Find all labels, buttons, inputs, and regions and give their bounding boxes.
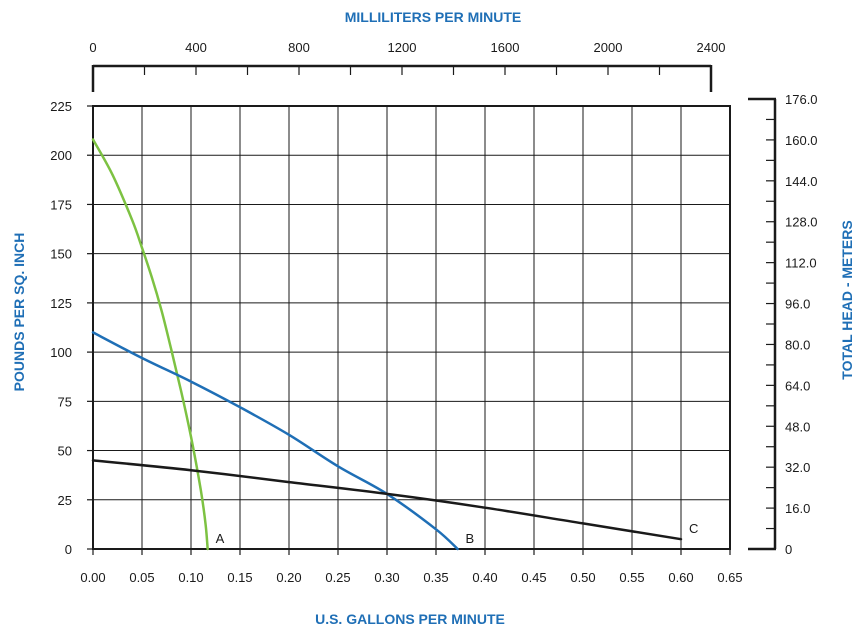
x-axis-title: U.S. GALLONS PER MINUTE [315,611,505,627]
top-secondary-axis: 0 400 800 1200 1600 2000 2400 [89,40,725,92]
y-tick-label: 75 [58,394,72,409]
series-label-a: A [216,531,225,546]
y-tick-label: 50 [58,444,72,459]
left-axis-ticks: 0 25 50 75 100 125 150 175 200 225 [50,99,93,557]
x-tick-label: 0.65 [717,570,742,585]
x-tick-label: 0.25 [325,570,350,585]
right-tick-label: 144.0 [785,174,818,189]
y-tick-label: 150 [50,247,72,262]
right-tick-label: 48.0 [785,419,810,434]
right-tick-label: 128.0 [785,215,818,230]
right-tick-label: 0 [785,542,792,557]
top-axis-title: MILLILITERS PER MINUTE [345,9,522,25]
x-tick-label: 0.55 [619,570,644,585]
x-tick-label: 0.35 [423,570,448,585]
y-tick-label: 200 [50,148,72,163]
right-tick-label: 32.0 [785,460,810,475]
y-tick-label: 225 [50,99,72,114]
y-axis-title: POUNDS PER SQ. INCH [11,233,27,392]
top-tick-label: 2000 [594,40,623,55]
top-tick-label: 800 [288,40,310,55]
x-tick-label: 0.40 [472,570,497,585]
right-tick-label: 64.0 [785,378,810,393]
x-tick-label: 0.30 [374,570,399,585]
x-tick-label: 0.00 [80,570,105,585]
x-tick-label: 0.50 [570,570,595,585]
x-tick-label: 0.20 [276,570,301,585]
right-secondary-axis: 0 16.0 32.0 48.0 64.0 80.0 96.0 112.0 128.0 144.0… [748,92,818,557]
y-tick-label: 100 [50,345,72,360]
top-tick-label: 400 [185,40,207,55]
x-tick-label: 0.10 [178,570,203,585]
top-tick-label: 0 [89,40,96,55]
grid-lines [92,105,731,550]
top-tick-label: 1200 [388,40,417,55]
right-tick-label: 112.0 [785,256,817,271]
series-line-b [91,331,459,551]
right-axis-title: TOTAL HEAD - METERS [839,220,855,379]
y-tick-label: 0 [65,542,72,557]
plot-area-frame [92,105,731,550]
x-tick-label: 0.45 [521,570,546,585]
right-tick-label: 96.0 [785,297,810,312]
right-tick-label: 80.0 [785,337,810,352]
right-tick-label: 16.0 [785,501,810,516]
right-tick-label: 160.0 [785,133,818,148]
x-tick-label: 0.15 [227,570,252,585]
x-tick-label: 0.60 [668,570,693,585]
series-label-b: B [466,531,475,546]
right-tick-label: 176.0 [785,92,818,107]
x-tick-label: 0.05 [129,570,154,585]
series-label-c: C [689,521,698,536]
y-tick-label: 175 [50,197,72,212]
series-line-a [91,138,209,551]
series-layer: A B C [91,138,698,551]
bottom-axis-ticks: 0.00 0.05 0.10 0.15 0.20 0.25 0.30 0.35 0.40 0.45… [80,549,743,585]
top-tick-label: 1600 [491,40,520,55]
series-line-c [91,459,683,541]
y-tick-label: 25 [58,493,72,508]
y-tick-label: 125 [50,296,72,311]
top-tick-label: 2400 [697,40,726,55]
